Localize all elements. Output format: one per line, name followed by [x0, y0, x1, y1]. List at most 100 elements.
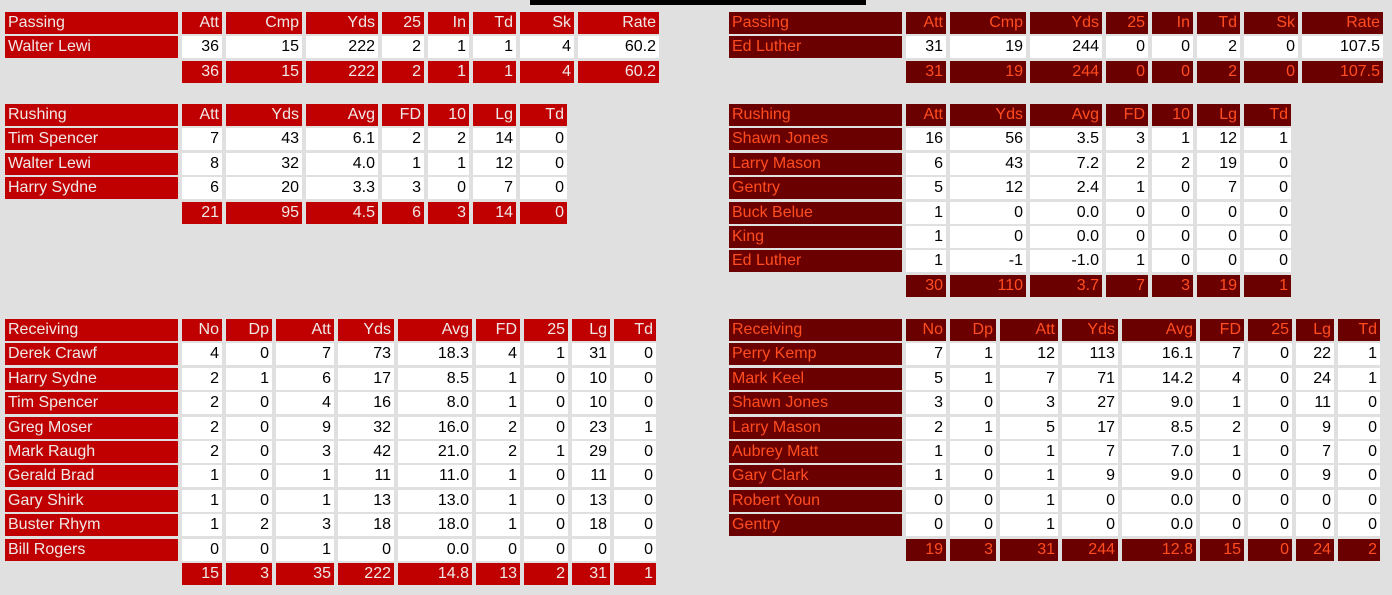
stat-cell: 11	[338, 465, 394, 488]
stat-cell: 6	[906, 152, 946, 175]
totals-spacer	[729, 61, 902, 83]
stat-cell: 9.0	[1122, 465, 1196, 488]
column-header: Td	[614, 319, 656, 341]
stat-cell: 0	[950, 225, 1026, 248]
column-header: Sk	[1244, 12, 1298, 34]
home-passing-table: Passing Att Cmp Yds 25 In Td Sk Rate Walter Lewi 3…	[5, 12, 659, 83]
column-header: Att	[182, 104, 222, 126]
column-header: Att	[1000, 319, 1058, 341]
stat-cell: 10	[572, 367, 610, 390]
total-cell: 3	[1152, 274, 1193, 297]
column-header: Avg	[306, 104, 378, 126]
column-header: FD	[382, 104, 424, 126]
stat-cell: 1	[906, 201, 946, 224]
stat-cell: 0	[950, 514, 996, 537]
stat-cell: 0	[1248, 343, 1292, 366]
total-cell: 95	[226, 201, 302, 224]
stat-cell: 0	[950, 465, 996, 488]
stat-cell: 2	[1106, 152, 1148, 175]
stat-cell: 31	[572, 343, 610, 366]
stat-cell: 0	[950, 201, 1026, 224]
stat-cell: 2	[382, 36, 424, 59]
column-header: Avg	[398, 319, 472, 341]
stat-cell: 1	[476, 392, 520, 415]
stat-cell: 60.2	[578, 36, 659, 59]
total-cell: 0	[520, 201, 567, 224]
stat-cell: 1	[1106, 250, 1148, 273]
player-name: Larry Mason	[729, 152, 902, 175]
player-name: Gentry	[729, 177, 902, 200]
player-name: Greg Moser	[5, 416, 178, 439]
player-name: Robert Youn	[729, 489, 902, 512]
stat-cell: 0	[524, 367, 568, 390]
column-header: Lg	[1296, 319, 1334, 341]
stat-cell: 27	[1062, 392, 1118, 415]
stat-cell: 1	[1106, 177, 1148, 200]
total-cell: 1	[473, 60, 516, 83]
stat-cell: 222	[306, 36, 378, 59]
stat-cell: 0	[1244, 36, 1298, 59]
stat-cell: 107.5	[1302, 36, 1383, 59]
total-cell: 3	[226, 562, 272, 585]
stat-cell: 2	[906, 416, 946, 439]
stat-cell: 1	[950, 416, 996, 439]
stat-cell: 18	[338, 514, 394, 537]
stat-cell: 2	[1197, 36, 1240, 59]
player-name: Bill Rogers	[5, 538, 178, 561]
stat-cell: 1	[1152, 128, 1193, 151]
column-header: 25	[524, 319, 568, 341]
stat-cell: 2	[182, 440, 222, 463]
total-cell: 19	[950, 60, 1026, 83]
stat-cell: 18.3	[398, 343, 472, 366]
stat-cell: 4.0	[306, 152, 378, 175]
player-name: Shawn Jones	[729, 392, 902, 415]
stat-cell: 0	[520, 177, 567, 200]
total-cell: 6	[382, 201, 424, 224]
stat-cell: 7	[906, 343, 946, 366]
column-header: Att	[906, 104, 946, 126]
stat-cell: 2	[476, 440, 520, 463]
stat-cell: 12	[950, 177, 1026, 200]
column-header: 10	[1152, 104, 1193, 126]
total-cell: 35	[276, 562, 334, 585]
total-cell: 3	[428, 201, 469, 224]
stat-cell: 0	[1197, 250, 1240, 273]
stat-cell: 1	[182, 489, 222, 512]
stat-cell: 0	[572, 538, 610, 561]
stat-cell: 0	[1062, 489, 1118, 512]
column-header: Td	[1244, 104, 1291, 126]
player-name: King	[729, 225, 902, 248]
stat-cell: 1	[906, 225, 946, 248]
total-cell: 15	[1200, 538, 1244, 561]
column-header: Td	[473, 12, 516, 34]
total-cell: 3.7	[1030, 274, 1102, 297]
column-header: 25	[1248, 319, 1292, 341]
stat-cell: 9	[1062, 465, 1118, 488]
stat-cell: 15	[226, 36, 302, 59]
player-name: Walter Lewi	[5, 152, 178, 175]
stat-cell: 4	[476, 343, 520, 366]
stat-cell: 7	[473, 177, 516, 200]
total-cell: 2	[382, 60, 424, 83]
stat-cell: 32	[226, 152, 302, 175]
stat-cell: 1	[428, 36, 469, 59]
player-name: Buck Belue	[729, 201, 902, 224]
stat-cell: 0	[1248, 514, 1292, 537]
total-cell: 12.8	[1122, 538, 1196, 561]
stat-cell: 0	[906, 514, 946, 537]
stat-cell: 8.5	[398, 367, 472, 390]
totals-spacer	[5, 563, 178, 585]
stat-cell: 0	[524, 392, 568, 415]
section-title: Receiving	[5, 319, 178, 341]
total-cell: 21	[182, 201, 222, 224]
stat-cell: 0	[950, 440, 996, 463]
stat-cell: 43	[950, 152, 1026, 175]
player-name: Ed Luther	[729, 36, 902, 59]
stat-cell: 8.5	[1122, 416, 1196, 439]
total-cell: 31	[906, 60, 946, 83]
stat-cell: 73	[338, 343, 394, 366]
stat-cell: 0	[1244, 152, 1291, 175]
total-cell: 13	[476, 562, 520, 585]
stat-cell: 7	[1296, 440, 1334, 463]
column-header: Sk	[520, 12, 574, 34]
